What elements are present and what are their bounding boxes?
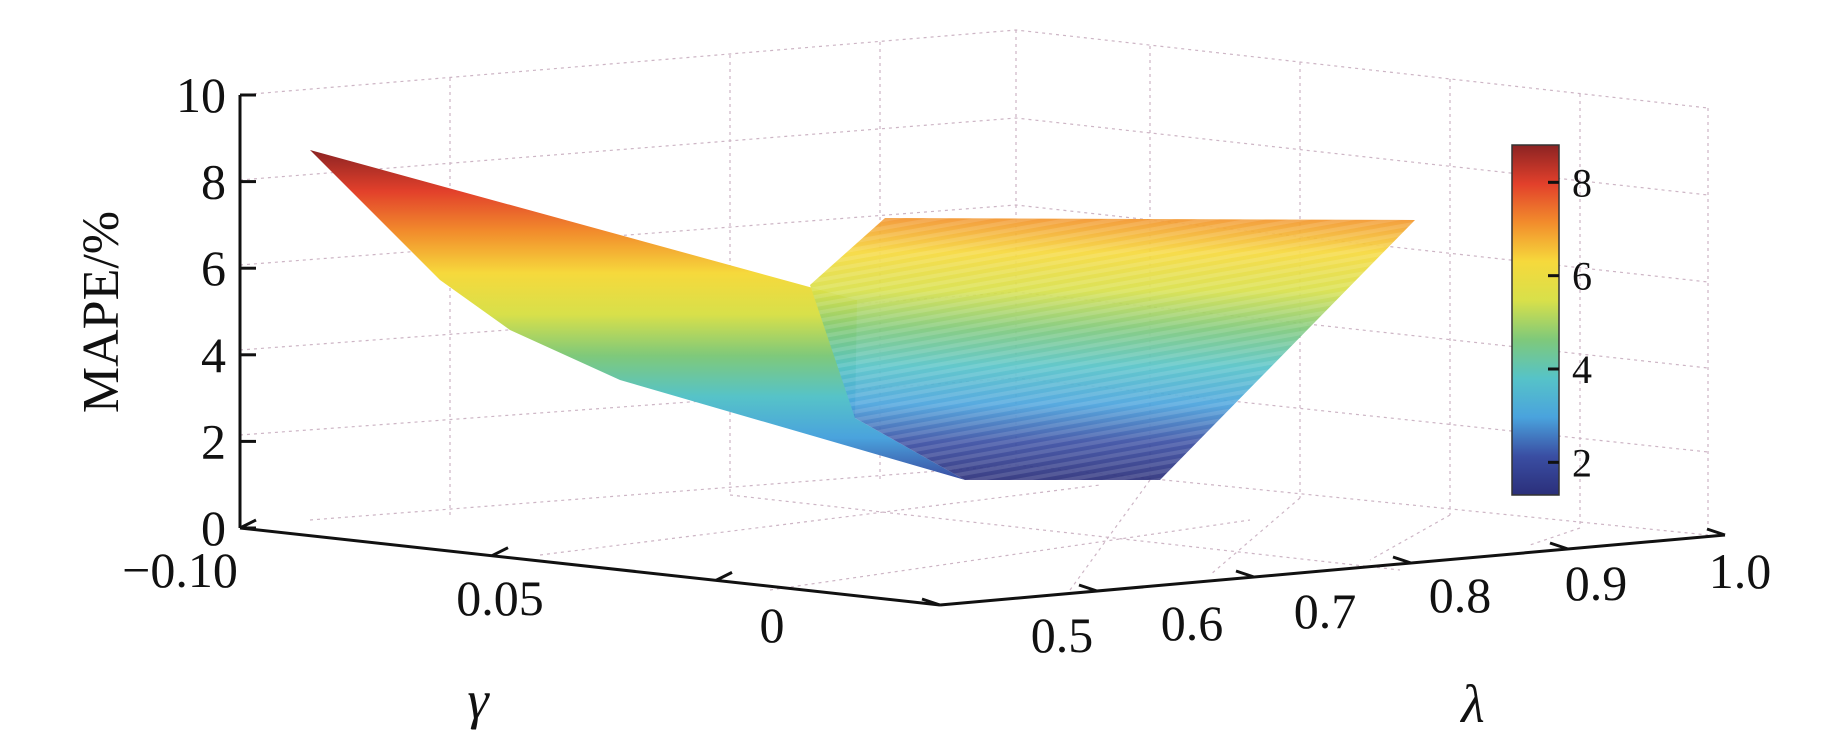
lambda-tick-label: 0.6: [1161, 595, 1224, 651]
lambda-tick-label: 1.0: [1709, 543, 1772, 599]
gamma-tick-label: −0.10: [122, 542, 238, 598]
axes: 0 2 4 6 8 10 −0.10 0.05 0 0.5 0.6 0.7 0.8 0.9 1.0: [122, 67, 1771, 663]
lambda-tickmark: [921, 597, 941, 607]
lambda-tickmark: [1392, 555, 1412, 565]
gamma-tick-label: 0: [760, 597, 785, 653]
gamma-tickmark: [491, 546, 509, 558]
colorbar-tick-label: 4: [1572, 347, 1592, 392]
z-tick-label: 2: [201, 413, 226, 469]
z-tick-label: 8: [201, 154, 226, 210]
lambda-axis-label: λ: [1459, 674, 1484, 734]
gamma-tickmark: [715, 571, 733, 582]
colorbar-bar: [1511, 144, 1560, 496]
gamma-tick-label: 0.05: [456, 570, 544, 626]
lambda-tick-label: 0.5: [1031, 607, 1094, 663]
colorbar-tick-label: 6: [1572, 254, 1592, 299]
lambda-tick-label: 0.9: [1565, 555, 1628, 611]
surface-left-panel: [310, 150, 965, 480]
z-axis-label: MAPE/%: [73, 211, 130, 413]
gamma-tickmark: [239, 518, 257, 530]
lambda-tickmark: [1706, 527, 1726, 537]
gamma-axis-label: γ: [467, 670, 490, 730]
z-tick-label: 4: [201, 327, 226, 383]
surface: [310, 150, 1415, 480]
lambda-tick-label: 0.7: [1294, 583, 1357, 639]
z-tick-label: 0: [201, 500, 226, 556]
lambda-tickmark: [1235, 569, 1255, 579]
lambda-tick-label: 0.8: [1429, 567, 1492, 623]
colorbar: 2 4 6 8: [1511, 144, 1592, 496]
surface-right-hatch: [810, 218, 1415, 480]
colorbar-tick-label: 2: [1572, 440, 1592, 485]
grid-floor: [309, 464, 1709, 591]
lambda-tickmark: [1078, 583, 1098, 593]
lambda-tickmark: [1549, 541, 1569, 551]
z-tick-label: 6: [201, 240, 226, 296]
colorbar-tick-label: 8: [1572, 160, 1592, 205]
z-tick-label: 10: [176, 67, 226, 123]
